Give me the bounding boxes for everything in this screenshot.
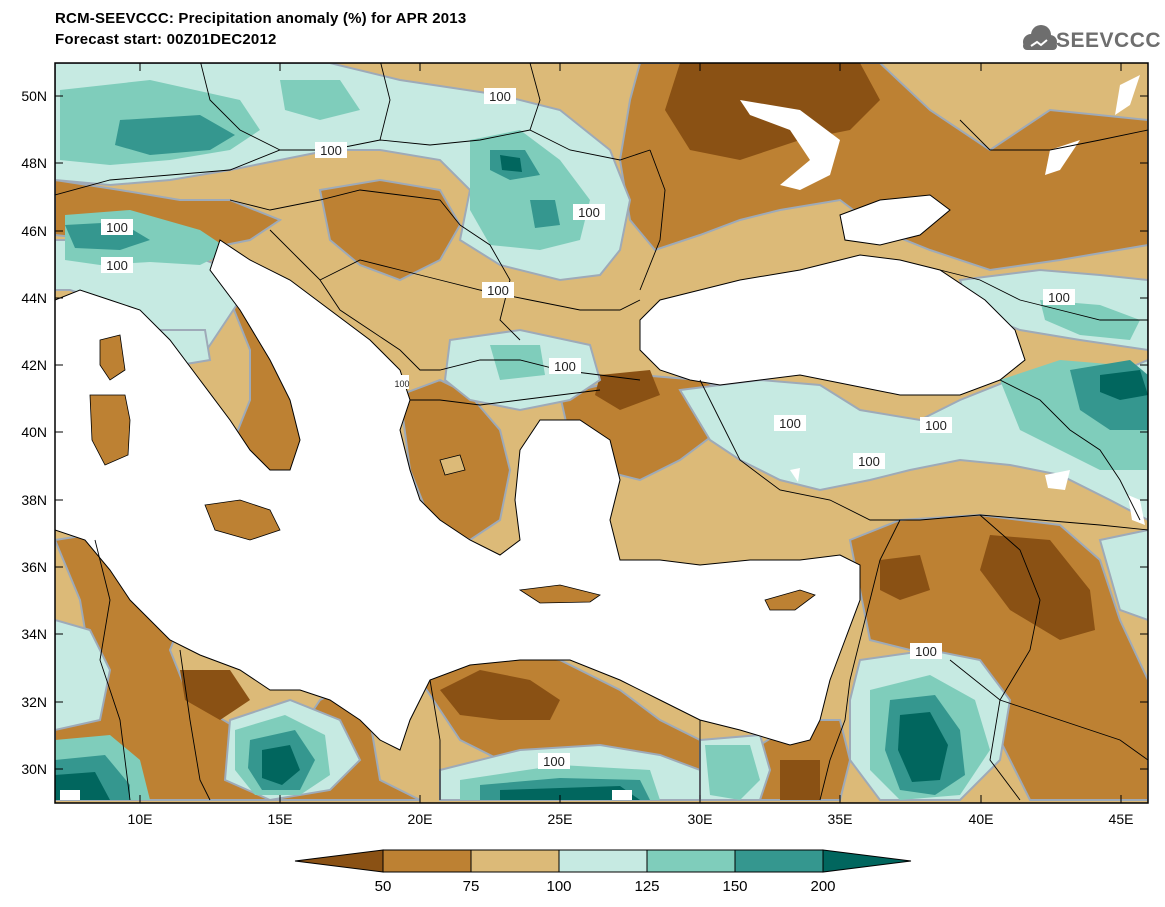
- colorbar-tick-label: 50: [375, 878, 392, 895]
- contour-label: 100: [578, 205, 600, 220]
- lon-label: 35E: [828, 811, 853, 827]
- lon-ticks: [139, 63, 1122, 803]
- lon-label: 40E: [969, 811, 994, 827]
- longitude-axis: 10E 15E 20E 25E 30E 35E 40E 45E: [128, 63, 1134, 827]
- colorbar-segment: [646, 849, 736, 873]
- lon-label: 20E: [408, 811, 433, 827]
- map-field: 100 100 100 100 100 100 100 100 100 100 …: [55, 63, 1148, 803]
- lat-label: 34N: [21, 626, 47, 642]
- colorbar-tick-label: 75: [463, 878, 480, 895]
- logo-text: SEEVCCC: [1056, 29, 1162, 52]
- lat-label: 42N: [21, 357, 47, 373]
- lon-label: 10E: [128, 811, 153, 827]
- lat-label: 44N: [21, 290, 47, 306]
- lat-label: 50N: [21, 88, 47, 104]
- seevccc-cloud-logo-icon: [1023, 25, 1057, 50]
- contour-label: 100: [779, 416, 801, 431]
- colorbar-tick-label: 200: [810, 878, 835, 895]
- country-borders: [55, 63, 1148, 801]
- colorbar-segment: [734, 849, 824, 873]
- lat-ticks: [55, 95, 1148, 770]
- islands: [89, 334, 816, 611]
- lat-label: 38N: [21, 492, 47, 508]
- contour-label: 100: [925, 418, 947, 433]
- contour-label: 100: [394, 379, 409, 389]
- colorbar-segment: [382, 849, 472, 873]
- colorbar-segment: [558, 849, 648, 873]
- contour-label: 100: [543, 754, 565, 769]
- lat-label: 36N: [21, 559, 47, 575]
- colorbar-tick-label: 125: [634, 878, 659, 895]
- colorbar-segment: [294, 849, 384, 873]
- lakes: [60, 75, 1145, 800]
- lon-label: 30E: [688, 811, 713, 827]
- lat-label: 32N: [21, 694, 47, 710]
- contour-label: 100: [487, 283, 509, 298]
- lat-label: 48N: [21, 155, 47, 171]
- lon-label: 25E: [548, 811, 573, 827]
- colorbar-legend: 50 75 100 125 150 200: [294, 849, 912, 895]
- forecast-start-label: Forecast start: 00Z01DEC2012: [55, 31, 277, 48]
- sea-area: [55, 194, 1026, 751]
- colorbar-tick-label: 100: [546, 878, 571, 895]
- lat-label: 40N: [21, 424, 47, 440]
- contour-labels: 100 100 100 100 100 100 100 100 100 100 …: [101, 88, 1075, 769]
- chart-title: RCM-SEEVCCC: Precipitation anomaly (%) f…: [55, 10, 467, 27]
- contour-label: 100: [320, 143, 342, 158]
- contour-label: 100: [489, 89, 511, 104]
- lon-label: 15E: [268, 811, 293, 827]
- lon-label: 45E: [1109, 811, 1134, 827]
- contour-label: 100: [554, 359, 576, 374]
- contour-label: 100: [915, 644, 937, 659]
- lat-label: 46N: [21, 223, 47, 239]
- colorbar-tick-label: 150: [722, 878, 747, 895]
- lat-label: 30N: [21, 761, 47, 777]
- map-frame: [54, 62, 1149, 804]
- latitude-axis: 50N 48N 46N 44N 42N 40N 38N 36N 34N 32N …: [21, 88, 1148, 777]
- contour-label: 100: [106, 258, 128, 273]
- contour-label: 100: [106, 220, 128, 235]
- colorbar-segment: [470, 849, 560, 873]
- colorbar-segment: [822, 849, 912, 873]
- contour-label: 100: [858, 454, 880, 469]
- contour-label: 100: [1048, 290, 1070, 305]
